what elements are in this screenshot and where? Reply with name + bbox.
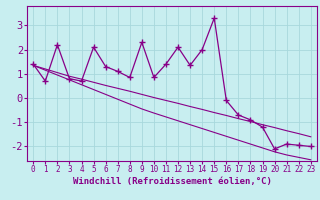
X-axis label: Windchill (Refroidissement éolien,°C): Windchill (Refroidissement éolien,°C) xyxy=(73,177,271,186)
